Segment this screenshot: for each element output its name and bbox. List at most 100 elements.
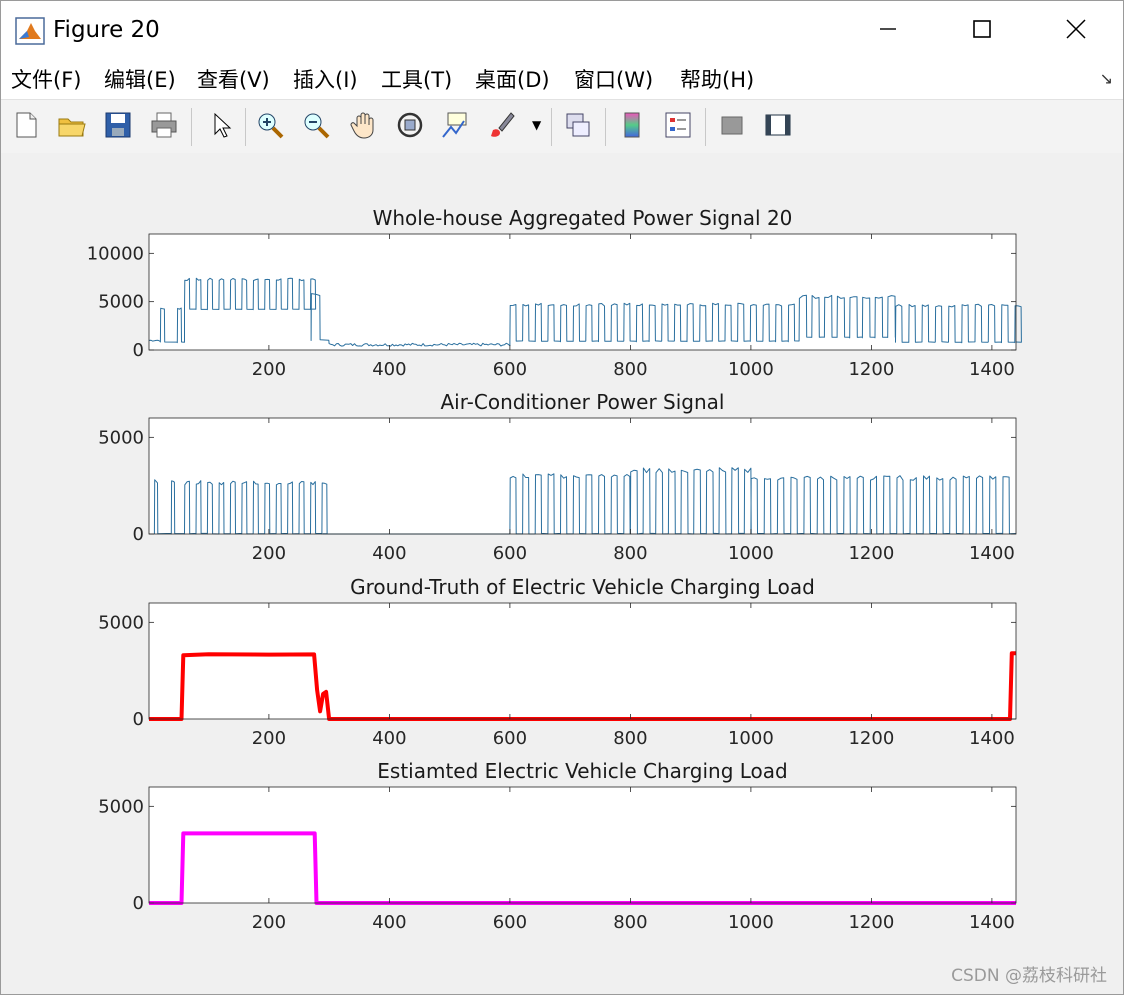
minimize-icon bbox=[878, 19, 898, 43]
matlab-logo-icon bbox=[15, 17, 45, 45]
y-tick-label: 0 bbox=[133, 524, 144, 545]
axes-background bbox=[149, 234, 1016, 350]
toolbar-separator bbox=[705, 108, 706, 146]
y-tick-label: 0 bbox=[133, 709, 144, 730]
x-tick-label: 200 bbox=[252, 359, 286, 380]
link-icon[interactable] bbox=[561, 108, 595, 142]
axes-background bbox=[149, 418, 1016, 534]
x-tick-label: 1000 bbox=[728, 359, 774, 380]
hide-plot-tools-icon[interactable] bbox=[715, 108, 749, 142]
toolbar-separator bbox=[245, 108, 246, 146]
brush-icon[interactable] bbox=[485, 108, 519, 142]
menu-file[interactable]: 文件(F) bbox=[11, 68, 82, 92]
x-tick-label: 600 bbox=[493, 359, 527, 380]
series-line-1 bbox=[148, 277, 1022, 347]
x-tick-label: 1400 bbox=[969, 912, 1015, 933]
x-tick-label: 200 bbox=[252, 728, 286, 749]
dock-arrow-icon[interactable]: ↘ bbox=[1099, 69, 1113, 88]
figure-canvas: 200 400 600 800 1000 1200 1400 0 5000 10000 Whole-… bbox=[1, 153, 1123, 994]
x-tick-label: 800 bbox=[613, 912, 647, 933]
pan-icon[interactable] bbox=[347, 108, 381, 142]
x-tick-label: 600 bbox=[493, 912, 527, 933]
y-tick-label: 0 bbox=[133, 893, 144, 914]
subplot-2: 200 400 600 800 1000 1200 1400 0 5000 Air-Conditi… bbox=[98, 390, 1017, 564]
axes-background bbox=[149, 787, 1016, 903]
y-tick-label: 5000 bbox=[98, 427, 144, 448]
pointer-icon[interactable] bbox=[203, 108, 237, 142]
menu-tools[interactable]: 工具(T) bbox=[381, 68, 453, 92]
x-tick-label: 800 bbox=[613, 359, 647, 380]
x-tick-label: 1000 bbox=[728, 912, 774, 933]
subplot-title: Ground-Truth of Electric Vehicle Chargin… bbox=[350, 575, 815, 599]
subplot-title: Whole-house Aggregated Power Signal 20 bbox=[373, 206, 793, 230]
toolbar-separator bbox=[605, 108, 606, 146]
axes-box bbox=[148, 602, 1017, 720]
x-tick-label: 400 bbox=[372, 359, 406, 380]
toolbar-separator bbox=[551, 108, 552, 146]
y-tick-label: 0 bbox=[133, 340, 144, 361]
x-tick-label: 600 bbox=[493, 728, 527, 749]
colorbar-icon[interactable] bbox=[615, 108, 649, 142]
x-tick-label: 1200 bbox=[848, 359, 894, 380]
y-tick-label: 5000 bbox=[98, 292, 144, 313]
zoom-in-icon[interactable] bbox=[253, 108, 287, 142]
brush-dropdown-icon[interactable]: ▼ bbox=[532, 118, 542, 132]
y-tick-label: 10000 bbox=[87, 243, 144, 264]
subplot-4: 200 400 600 800 1000 1200 1400 0 5000 Estiamted E… bbox=[98, 759, 1017, 933]
menu-window[interactable]: 窗口(W) bbox=[574, 68, 654, 92]
x-tick-label: 800 bbox=[613, 728, 647, 749]
menu-view[interactable]: 查看(V) bbox=[197, 68, 270, 92]
x-tick-label: 1200 bbox=[848, 912, 894, 933]
watermark-text: CSDN @荔枝科研社 bbox=[951, 966, 1107, 986]
subplot-title: Estiamted Electric Vehicle Charging Load bbox=[377, 759, 787, 783]
legend-icon[interactable] bbox=[661, 108, 695, 142]
axes-background bbox=[149, 603, 1016, 719]
x-tick-label: 600 bbox=[493, 543, 527, 564]
subplot-3: 200 400 600 800 1000 1200 1400 0 5000 Ground-Trut… bbox=[98, 575, 1017, 749]
y-tick-label: 5000 bbox=[98, 796, 144, 817]
new-figure-icon[interactable] bbox=[9, 108, 43, 142]
subplot-title: Air-Conditioner Power Signal bbox=[441, 390, 725, 414]
menu-edit[interactable]: 编辑(E) bbox=[104, 68, 176, 92]
maximize-button[interactable] bbox=[959, 11, 1005, 51]
title-bar: Figure 20 bbox=[1, 1, 1123, 61]
menu-desktop[interactable]: 桌面(D) bbox=[475, 68, 550, 92]
x-tick-label: 1000 bbox=[728, 543, 774, 564]
axes-box bbox=[148, 233, 1017, 351]
x-tick-label: 800 bbox=[613, 543, 647, 564]
menu-insert[interactable]: 插入(I) bbox=[293, 68, 358, 92]
axes-box bbox=[148, 417, 1017, 535]
x-tick-label: 200 bbox=[252, 543, 286, 564]
toolbar-separator bbox=[191, 108, 192, 146]
y-tick-label: 5000 bbox=[98, 612, 144, 633]
x-tick-label: 1400 bbox=[969, 728, 1015, 749]
axes-box bbox=[148, 786, 1017, 904]
print-icon[interactable] bbox=[147, 108, 181, 142]
menu-help[interactable]: 帮助(H) bbox=[680, 68, 755, 92]
x-tick-label: 1400 bbox=[969, 543, 1015, 564]
subplots: 200 400 600 800 1000 1200 14000500010000Whole-… bbox=[87, 206, 1022, 933]
close-button[interactable] bbox=[1053, 11, 1099, 51]
open-icon[interactable] bbox=[54, 108, 88, 142]
x-tick-label: 400 bbox=[372, 728, 406, 749]
x-tick-label: 1200 bbox=[848, 543, 894, 564]
x-tick-label: 400 bbox=[372, 543, 406, 564]
subplot-1: 200 400 600 800 1000 1200 1400 0 5000 10000 Whole-… bbox=[87, 206, 1022, 380]
window-title: Figure 20 bbox=[53, 17, 160, 43]
x-tick-label: 1400 bbox=[969, 359, 1015, 380]
x-tick-label: 200 bbox=[252, 912, 286, 933]
show-plot-tools-icon[interactable] bbox=[761, 108, 795, 142]
minimize-button[interactable] bbox=[865, 11, 911, 51]
rotate-icon[interactable] bbox=[393, 108, 427, 142]
figure-toolbar: ▼ bbox=[1, 99, 1123, 155]
maximize-icon bbox=[972, 19, 992, 43]
x-tick-label: 1200 bbox=[848, 728, 894, 749]
x-tick-label: 1000 bbox=[728, 728, 774, 749]
menu-bar: 文件(F) 编辑(E) 查看(V) 插入(I) 工具(T) 桌面(D) 窗口(W… bbox=[1, 61, 1123, 99]
save-icon[interactable] bbox=[101, 108, 135, 142]
x-tick-label: 400 bbox=[372, 912, 406, 933]
data-cursor-icon[interactable] bbox=[438, 108, 472, 142]
close-icon bbox=[1065, 18, 1087, 44]
zoom-out-icon[interactable] bbox=[299, 108, 333, 142]
